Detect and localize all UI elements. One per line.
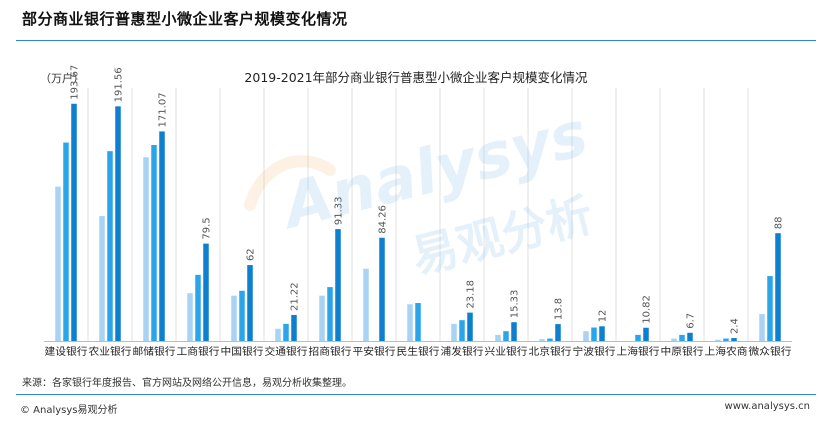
source-note: 来源：各家银行年度报告、官方网站及网络公开信息，易观分析收集整理。 — [22, 378, 352, 389]
bar — [451, 323, 457, 341]
data-label: 91.33 — [334, 196, 345, 225]
category-label: 招商银行 — [309, 345, 352, 358]
data-label: 2.4 — [730, 318, 741, 334]
bar — [379, 237, 385, 341]
bar — [679, 334, 685, 341]
bar — [495, 334, 501, 341]
bar — [731, 338, 737, 341]
category-label: 北京银行 — [529, 345, 572, 358]
data-label: 13.8 — [554, 298, 565, 320]
bar — [151, 145, 157, 341]
bar — [283, 323, 289, 341]
title-divider — [16, 40, 816, 41]
bar — [55, 186, 61, 341]
category-label: 中国银行 — [221, 345, 264, 358]
category-label: 工商银行 — [177, 345, 220, 358]
footer-divider — [16, 394, 816, 395]
data-label: 62 — [246, 248, 257, 261]
category-label: 微众银行 — [749, 345, 792, 358]
bar — [635, 334, 641, 341]
website-link[interactable]: www.analysys.cn — [724, 401, 810, 412]
bar — [291, 315, 297, 341]
data-label: 171.07 — [158, 92, 169, 127]
bar — [275, 328, 281, 341]
bar — [687, 332, 693, 341]
bar — [459, 320, 465, 341]
category-label: 宁波银行 — [573, 345, 616, 358]
chart-title: 2019-2021年部分商业银行普惠型小微企业客户规模变化情况 — [244, 70, 588, 85]
bar — [187, 293, 193, 341]
bar — [335, 229, 341, 341]
bar — [99, 216, 105, 341]
data-label: 84.26 — [378, 205, 389, 234]
category-label: 浦发银行 — [441, 345, 484, 358]
bar — [407, 304, 413, 341]
bar — [555, 324, 561, 341]
bar — [363, 268, 369, 341]
data-label: 23.18 — [466, 280, 477, 309]
data-label: 12 — [598, 310, 609, 323]
category-label: 农业银行 — [89, 345, 132, 358]
category-label: 上海农商 — [705, 345, 748, 358]
category-label: 上海银行 — [617, 345, 660, 358]
copyright-text: © Analysys易观分析 — [20, 405, 118, 416]
bar — [143, 157, 149, 341]
category-label: 中原银行 — [661, 345, 704, 358]
bar — [319, 295, 325, 341]
bar — [195, 274, 201, 341]
y-axis-unit: （万户） — [40, 72, 84, 85]
bar — [583, 331, 589, 341]
bar — [775, 233, 781, 341]
data-label: 88 — [774, 216, 785, 229]
bar — [415, 303, 421, 341]
data-label: 191.56 — [114, 67, 125, 102]
bar — [723, 338, 729, 341]
category-label: 邮储银行 — [133, 345, 176, 358]
bar — [511, 322, 517, 341]
bar — [159, 131, 165, 341]
data-label: 10.82 — [642, 295, 653, 324]
category-label: 平安银行 — [353, 345, 396, 358]
page-title: 部分商业银行普惠型小微企业客户规模变化情况 — [22, 10, 348, 28]
data-label: 79.5 — [202, 217, 213, 239]
bar — [767, 276, 773, 341]
bar — [327, 287, 333, 341]
category-label: 民生银行 — [397, 345, 440, 358]
category-label: 兴业银行 — [485, 345, 528, 358]
bar — [203, 243, 209, 341]
bar — [671, 338, 677, 341]
bar — [643, 327, 649, 341]
bar — [115, 106, 121, 342]
category-label: 交通银行 — [265, 345, 308, 358]
bar — [591, 327, 597, 341]
bar — [539, 339, 545, 341]
data-label: 15.33 — [510, 290, 521, 319]
bar — [247, 265, 253, 341]
bar — [71, 103, 77, 342]
bar — [599, 326, 605, 341]
data-label: 193.67 — [70, 65, 81, 100]
data-label: 21.22 — [290, 282, 301, 311]
bar — [239, 290, 245, 341]
bar — [231, 295, 237, 341]
category-label: 建设银行 — [45, 345, 88, 358]
bar — [715, 339, 721, 341]
bar — [759, 314, 765, 341]
data-label: 6.7 — [686, 313, 697, 329]
bar — [503, 331, 509, 341]
bar — [107, 151, 113, 341]
bar — [547, 338, 553, 341]
bar — [467, 312, 473, 341]
bar — [63, 142, 69, 341]
